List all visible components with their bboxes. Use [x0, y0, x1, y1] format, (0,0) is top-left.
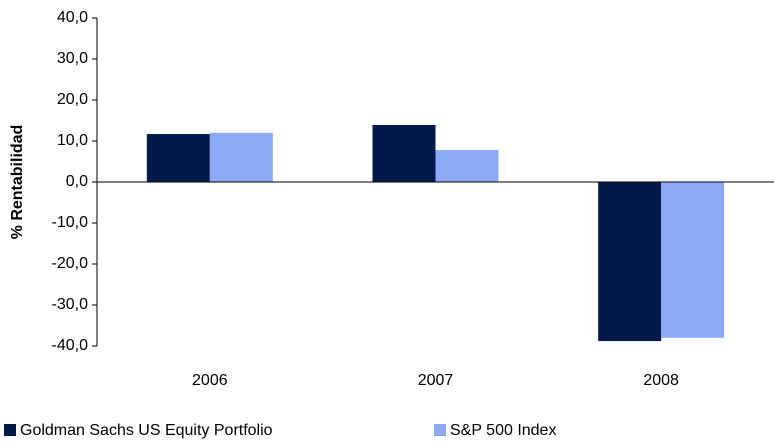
- legend-swatch: [434, 424, 446, 436]
- y-tick-label: 10,0: [57, 132, 88, 149]
- y-tick-label: 0,0: [66, 173, 88, 190]
- bar: [598, 182, 662, 342]
- y-tick-label: 20,0: [57, 91, 88, 108]
- y-tick-label: 40,0: [57, 9, 88, 26]
- bar: [372, 125, 436, 182]
- y-axis-label: % Rentabilidad: [9, 125, 26, 240]
- y-tick-label: -10,0: [52, 214, 89, 231]
- legend-label: Goldman Sachs US Equity Portfolio: [20, 422, 273, 439]
- y-tick-label: -30,0: [52, 296, 89, 313]
- legend-label: S&P 500 Index: [450, 422, 556, 439]
- legend-swatch: [4, 424, 16, 436]
- bar: [661, 182, 725, 338]
- x-tick-label: 2006: [192, 372, 228, 389]
- bar: [209, 132, 273, 182]
- y-tick-label: -40,0: [52, 337, 89, 354]
- y-tick-label: -20,0: [52, 255, 89, 272]
- bar: [146, 134, 210, 182]
- bar: [435, 150, 499, 182]
- x-tick-label: 2008: [643, 372, 679, 389]
- y-tick-label: 30,0: [57, 50, 88, 67]
- x-tick-label: 2007: [418, 372, 454, 389]
